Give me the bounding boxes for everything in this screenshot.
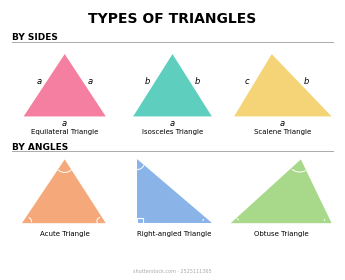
Text: a: a: [170, 120, 175, 129]
Text: Isosceles Triangle: Isosceles Triangle: [142, 129, 203, 135]
Text: BY ANGLES: BY ANGLES: [12, 143, 68, 152]
Text: Equilateral Triangle: Equilateral Triangle: [31, 129, 98, 135]
Text: a: a: [62, 120, 67, 129]
Text: b: b: [195, 77, 200, 86]
Text: TYPES OF TRIANGLES: TYPES OF TRIANGLES: [88, 13, 257, 27]
Text: b: b: [145, 77, 150, 86]
Text: Right-angled Triangle: Right-angled Triangle: [137, 231, 211, 237]
Polygon shape: [133, 54, 212, 116]
Text: c: c: [245, 77, 249, 86]
Text: a: a: [88, 77, 93, 86]
Polygon shape: [231, 159, 332, 223]
Text: shutterstock.com · 2525111365: shutterstock.com · 2525111365: [133, 269, 212, 274]
Text: b: b: [304, 77, 309, 86]
Polygon shape: [234, 54, 332, 116]
Text: Obtuse Triangle: Obtuse Triangle: [254, 231, 308, 237]
Polygon shape: [24, 54, 106, 116]
Polygon shape: [137, 159, 212, 223]
Text: Acute Triangle: Acute Triangle: [40, 231, 90, 237]
Polygon shape: [22, 159, 106, 223]
Text: Scalene Triangle: Scalene Triangle: [254, 129, 311, 135]
Text: a: a: [37, 77, 42, 86]
Text: a: a: [280, 120, 285, 129]
Text: BY SIDES: BY SIDES: [12, 33, 58, 42]
